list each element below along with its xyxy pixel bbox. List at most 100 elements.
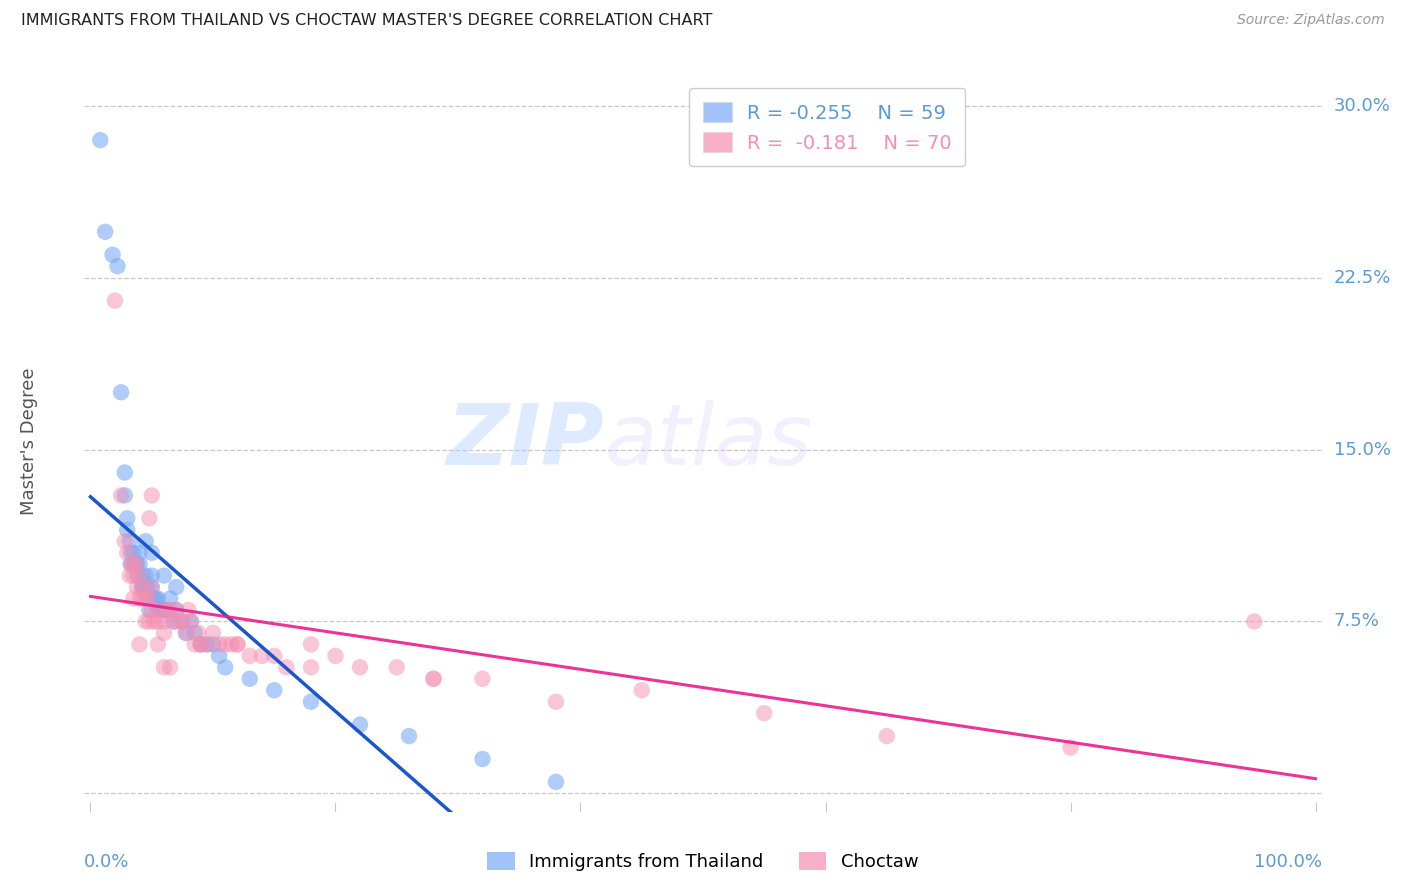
Point bbox=[136, 591, 159, 606]
Point bbox=[201, 637, 224, 651]
Point bbox=[385, 660, 408, 674]
Point bbox=[195, 637, 218, 651]
Point bbox=[125, 557, 148, 571]
Point bbox=[115, 546, 138, 560]
Point bbox=[138, 591, 160, 606]
Point bbox=[471, 672, 494, 686]
Point bbox=[239, 672, 262, 686]
Point bbox=[120, 557, 142, 571]
Point bbox=[150, 603, 173, 617]
Point bbox=[141, 546, 163, 560]
Legend: Immigrants from Thailand, Choctaw: Immigrants from Thailand, Choctaw bbox=[481, 845, 925, 879]
Point bbox=[208, 648, 231, 663]
Point bbox=[141, 580, 163, 594]
Point bbox=[422, 672, 444, 686]
Point bbox=[544, 775, 567, 789]
Point bbox=[183, 626, 205, 640]
Point bbox=[630, 683, 652, 698]
Point bbox=[153, 603, 176, 617]
Point bbox=[120, 557, 142, 571]
Point bbox=[1059, 740, 1081, 755]
Point bbox=[263, 648, 285, 663]
Point bbox=[125, 557, 148, 571]
Text: 0.0%: 0.0% bbox=[84, 853, 129, 871]
Point bbox=[153, 626, 176, 640]
Point bbox=[115, 523, 138, 537]
Point bbox=[135, 568, 157, 582]
Point bbox=[190, 637, 212, 651]
Point bbox=[128, 591, 150, 606]
Point bbox=[146, 637, 169, 651]
Text: 15.0%: 15.0% bbox=[1334, 441, 1391, 458]
Point bbox=[299, 695, 322, 709]
Point bbox=[172, 615, 194, 629]
Point bbox=[195, 637, 218, 651]
Point bbox=[128, 557, 150, 571]
Point bbox=[201, 626, 224, 640]
Point bbox=[187, 626, 209, 640]
Point bbox=[239, 648, 262, 663]
Point bbox=[174, 626, 197, 640]
Point bbox=[128, 546, 150, 560]
Point bbox=[114, 488, 136, 502]
Point bbox=[125, 580, 148, 594]
Point bbox=[114, 466, 136, 480]
Point bbox=[174, 626, 197, 640]
Point bbox=[172, 615, 194, 629]
Point bbox=[163, 615, 186, 629]
Point bbox=[141, 568, 163, 582]
Point bbox=[120, 546, 142, 560]
Point bbox=[159, 660, 181, 674]
Point bbox=[145, 591, 167, 606]
Point bbox=[94, 225, 117, 239]
Point bbox=[101, 248, 124, 262]
Point bbox=[299, 660, 322, 674]
Point bbox=[190, 637, 212, 651]
Point bbox=[146, 615, 169, 629]
Point bbox=[180, 615, 202, 629]
Point bbox=[208, 637, 231, 651]
Point bbox=[143, 615, 166, 629]
Point bbox=[146, 603, 169, 617]
Point bbox=[183, 637, 205, 651]
Point bbox=[122, 568, 145, 582]
Point bbox=[221, 637, 243, 651]
Text: 100.0%: 100.0% bbox=[1254, 853, 1322, 871]
Point bbox=[226, 637, 249, 651]
Point bbox=[138, 511, 160, 525]
Point bbox=[128, 637, 150, 651]
Point bbox=[122, 546, 145, 560]
Point bbox=[114, 534, 136, 549]
Point bbox=[135, 591, 157, 606]
Point bbox=[155, 603, 177, 617]
Point bbox=[125, 557, 148, 571]
Point bbox=[167, 615, 190, 629]
Point bbox=[544, 695, 567, 709]
Text: 7.5%: 7.5% bbox=[1334, 613, 1379, 631]
Point bbox=[122, 557, 145, 571]
Point bbox=[190, 637, 212, 651]
Point bbox=[141, 603, 163, 617]
Point bbox=[153, 660, 176, 674]
Point bbox=[349, 717, 371, 731]
Point bbox=[122, 591, 145, 606]
Text: Master's Degree: Master's Degree bbox=[20, 368, 38, 516]
Point bbox=[143, 591, 166, 606]
Point bbox=[214, 660, 236, 674]
Point bbox=[110, 385, 132, 400]
Point bbox=[153, 615, 176, 629]
Point bbox=[132, 580, 155, 594]
Point bbox=[135, 534, 157, 549]
Point bbox=[153, 568, 176, 582]
Point bbox=[146, 591, 169, 606]
Point bbox=[104, 293, 127, 308]
Point bbox=[325, 648, 347, 663]
Point bbox=[163, 615, 186, 629]
Point bbox=[128, 568, 150, 582]
Point bbox=[118, 568, 141, 582]
Point bbox=[165, 580, 187, 594]
Text: atlas: atlas bbox=[605, 400, 813, 483]
Point bbox=[398, 729, 420, 743]
Point bbox=[180, 615, 202, 629]
Point bbox=[135, 615, 157, 629]
